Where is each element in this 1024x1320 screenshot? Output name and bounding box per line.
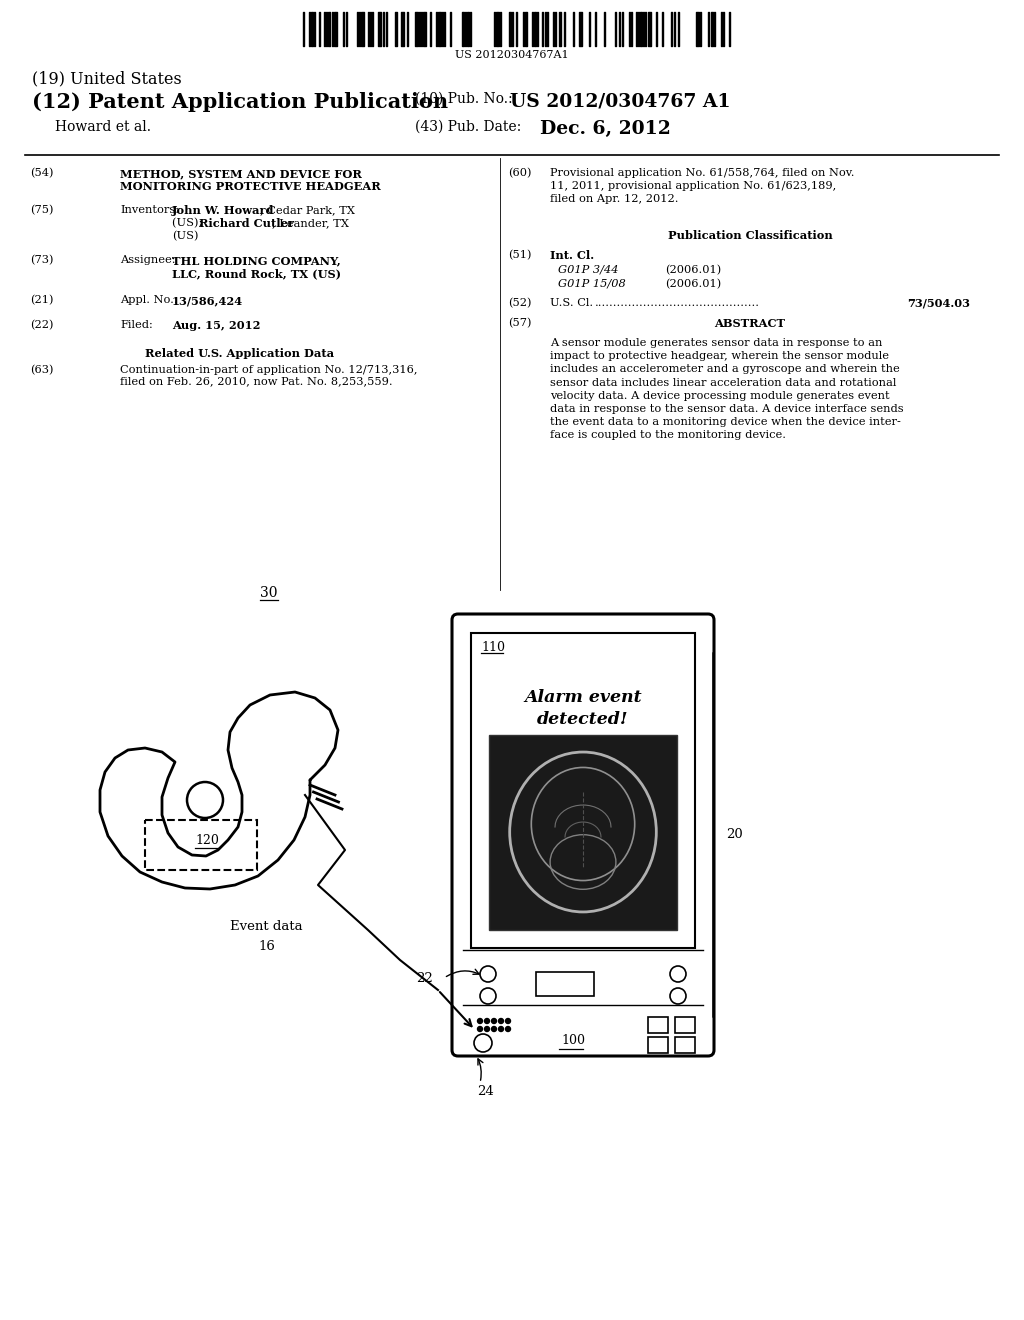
- Text: 20: 20: [726, 829, 742, 842]
- Text: U.S. Cl.: U.S. Cl.: [550, 298, 593, 308]
- Bar: [675, 1038, 695, 1053]
- Text: Related U.S. Application Data: Related U.S. Application Data: [145, 348, 335, 359]
- Text: G01P 3/44: G01P 3/44: [558, 265, 618, 275]
- Text: (60): (60): [508, 168, 531, 178]
- Text: , Leander, TX: , Leander, TX: [272, 218, 349, 228]
- Text: ABSTRACT: ABSTRACT: [715, 318, 785, 329]
- Text: 110: 110: [481, 642, 505, 653]
- Text: (US);: (US);: [172, 218, 206, 228]
- FancyBboxPatch shape: [452, 614, 714, 1056]
- Text: Provisional application No. 61/558,764, filed on Nov.
11, 2011, provisional appl: Provisional application No. 61/558,764, …: [550, 168, 854, 205]
- Text: G01P 15/08: G01P 15/08: [558, 279, 626, 289]
- Text: MONITORING PROTECTIVE HEADGEAR: MONITORING PROTECTIVE HEADGEAR: [120, 181, 381, 191]
- Text: 100: 100: [561, 1035, 585, 1048]
- Text: (US): (US): [172, 231, 199, 242]
- Text: Filed:: Filed:: [120, 319, 153, 330]
- Circle shape: [492, 1027, 497, 1031]
- Text: LLC, Round Rock, TX (US): LLC, Round Rock, TX (US): [172, 268, 341, 279]
- Circle shape: [484, 1019, 489, 1023]
- Text: (57): (57): [508, 318, 531, 329]
- Text: (51): (51): [508, 249, 531, 260]
- Text: Continuation-in-part of application No. 12/713,316,
filed on Feb. 26, 2010, now : Continuation-in-part of application No. …: [120, 366, 418, 387]
- Text: 120: 120: [195, 834, 219, 847]
- Text: THL HOLDING COMPANY,: THL HOLDING COMPANY,: [172, 255, 341, 267]
- Text: (12) Patent Application Publication: (12) Patent Application Publication: [32, 92, 449, 112]
- Text: Appl. No.:: Appl. No.:: [120, 294, 177, 305]
- Text: US 2012/0304767 A1: US 2012/0304767 A1: [510, 92, 730, 110]
- Text: Howard et al.: Howard et al.: [55, 120, 151, 135]
- Text: Dec. 6, 2012: Dec. 6, 2012: [540, 120, 671, 139]
- Text: detected!: detected!: [538, 711, 629, 729]
- Bar: [648, 1038, 668, 1053]
- Bar: [489, 735, 677, 931]
- Text: A sensor module generates sensor data in response to an
impact to protective hea: A sensor module generates sensor data in…: [550, 338, 903, 441]
- Circle shape: [492, 1019, 497, 1023]
- Text: , Cedar Park, TX: , Cedar Park, TX: [260, 205, 355, 215]
- Text: 13/586,424: 13/586,424: [172, 294, 243, 306]
- Text: 73/504.03: 73/504.03: [907, 298, 970, 309]
- Text: (2006.01): (2006.01): [665, 265, 721, 276]
- Text: (19) United States: (19) United States: [32, 70, 181, 87]
- Text: (75): (75): [30, 205, 53, 215]
- Text: (73): (73): [30, 255, 53, 265]
- Text: Publication Classification: Publication Classification: [668, 230, 833, 242]
- Circle shape: [477, 1019, 482, 1023]
- Circle shape: [484, 1027, 489, 1031]
- Bar: [536, 972, 594, 997]
- Bar: [648, 1016, 668, 1034]
- Text: (21): (21): [30, 294, 53, 305]
- Circle shape: [477, 1027, 482, 1031]
- Text: Richard Cutler: Richard Cutler: [199, 218, 294, 228]
- Circle shape: [506, 1027, 511, 1031]
- Bar: [471, 634, 695, 948]
- Text: (2006.01): (2006.01): [665, 279, 721, 289]
- Text: (22): (22): [30, 319, 53, 330]
- Text: Aug. 15, 2012: Aug. 15, 2012: [172, 319, 260, 331]
- Text: METHOD, SYSTEM AND DEVICE FOR: METHOD, SYSTEM AND DEVICE FOR: [120, 168, 361, 180]
- Text: 24: 24: [477, 1085, 495, 1098]
- Circle shape: [499, 1027, 504, 1031]
- Bar: [675, 1016, 695, 1034]
- Text: US 20120304767A1: US 20120304767A1: [456, 50, 568, 59]
- Text: (43) Pub. Date:: (43) Pub. Date:: [415, 120, 521, 135]
- Text: Alarm event: Alarm event: [524, 689, 642, 706]
- Text: Assignee:: Assignee:: [120, 255, 175, 265]
- Text: (54): (54): [30, 168, 53, 178]
- Text: Event data: Event data: [230, 920, 303, 933]
- Text: ............................................: ........................................…: [595, 298, 760, 308]
- Text: (10) Pub. No.:: (10) Pub. No.:: [415, 92, 513, 106]
- Circle shape: [499, 1019, 504, 1023]
- Text: Int. Cl.: Int. Cl.: [550, 249, 594, 261]
- Text: 30: 30: [260, 586, 278, 601]
- Text: (63): (63): [30, 366, 53, 375]
- Text: 16: 16: [258, 940, 274, 953]
- Circle shape: [506, 1019, 511, 1023]
- Text: John W. Howard: John W. Howard: [172, 205, 274, 216]
- Text: 22: 22: [416, 972, 433, 985]
- Text: Inventors:: Inventors:: [120, 205, 179, 215]
- Text: (52): (52): [508, 298, 531, 309]
